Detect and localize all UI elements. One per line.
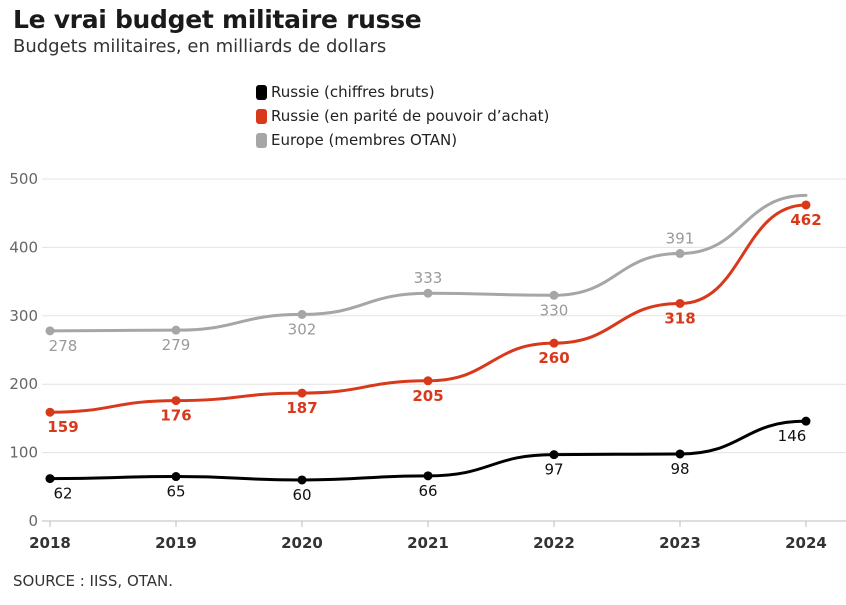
data-point <box>675 298 685 308</box>
data-label: 187 <box>286 399 317 417</box>
legend-swatch-red <box>256 108 267 124</box>
y-tick-label: 100 <box>9 444 38 462</box>
data-label: 176 <box>160 407 191 425</box>
y-tick-label: 400 <box>9 238 38 256</box>
legend-label: Europe (membres OTAN) <box>271 131 458 149</box>
source-note: SOURCE : IISS, OTAN. <box>13 572 174 590</box>
legend-swatch-black <box>256 84 267 100</box>
data-point <box>801 200 811 210</box>
data-point <box>675 449 685 459</box>
data-label: 97 <box>544 461 563 479</box>
y-tick-label: 200 <box>9 375 38 393</box>
data-label: 159 <box>47 418 78 436</box>
data-point <box>45 326 55 336</box>
x-tick-label: 2024 <box>785 534 827 552</box>
x-tick-label: 2018 <box>29 534 71 552</box>
data-label: 330 <box>540 301 569 319</box>
data-label: 318 <box>664 309 695 327</box>
data-label: 333 <box>414 269 443 287</box>
data-label: 278 <box>49 337 78 355</box>
data-point <box>45 407 55 417</box>
data-point <box>171 472 181 482</box>
data-point <box>171 396 181 406</box>
data-label: 462 <box>790 211 821 229</box>
y-tick-label: 300 <box>9 307 38 325</box>
data-label: 260 <box>538 349 569 367</box>
legend-label: Russie (chiffres bruts) <box>271 83 435 101</box>
y-tick-label: 0 <box>28 512 38 530</box>
legend: Russie (chiffres bruts) Russie (en parit… <box>256 80 549 152</box>
data-label: 279 <box>162 336 191 354</box>
x-tick-label: 2021 <box>407 534 449 552</box>
chart-title: Le vrai budget militaire russe <box>13 5 422 34</box>
x-tick-label: 2023 <box>659 534 701 552</box>
data-point <box>423 288 433 298</box>
legend-swatch-gray <box>256 132 267 148</box>
legend-item-europe: Europe (membres OTAN) <box>256 128 549 152</box>
data-point <box>549 338 559 348</box>
data-point <box>801 416 811 426</box>
data-label: 66 <box>418 482 437 500</box>
data-label: 65 <box>166 483 185 501</box>
legend-label: Russie (en parité de pouvoir d’achat) <box>271 107 550 125</box>
legend-item-russie-ppa: Russie (en parité de pouvoir d’achat) <box>256 104 549 128</box>
data-point <box>423 471 433 481</box>
data-label: 146 <box>778 427 807 445</box>
data-point <box>297 475 307 485</box>
data-point <box>297 309 307 319</box>
data-point <box>549 290 559 300</box>
data-point <box>549 450 559 460</box>
data-point <box>423 376 433 386</box>
series-line-0 <box>48 419 808 482</box>
data-label: 62 <box>53 485 72 503</box>
data-point <box>297 388 307 398</box>
x-tick-label: 2020 <box>281 534 323 552</box>
data-label: 98 <box>670 460 689 478</box>
data-label: 60 <box>292 486 311 504</box>
data-label: 391 <box>666 230 695 248</box>
x-tick-label: 2019 <box>155 534 197 552</box>
y-tick-label: 500 <box>9 170 38 188</box>
data-point <box>171 325 181 335</box>
data-point <box>45 474 55 484</box>
data-label: 205 <box>412 387 443 405</box>
legend-item-russie-bruts: Russie (chiffres bruts) <box>256 80 549 104</box>
data-point <box>675 249 685 259</box>
x-tick-label: 2022 <box>533 534 575 552</box>
chart-subtitle: Budgets militaires, en milliards de doll… <box>13 36 387 57</box>
data-label: 302 <box>288 320 317 338</box>
